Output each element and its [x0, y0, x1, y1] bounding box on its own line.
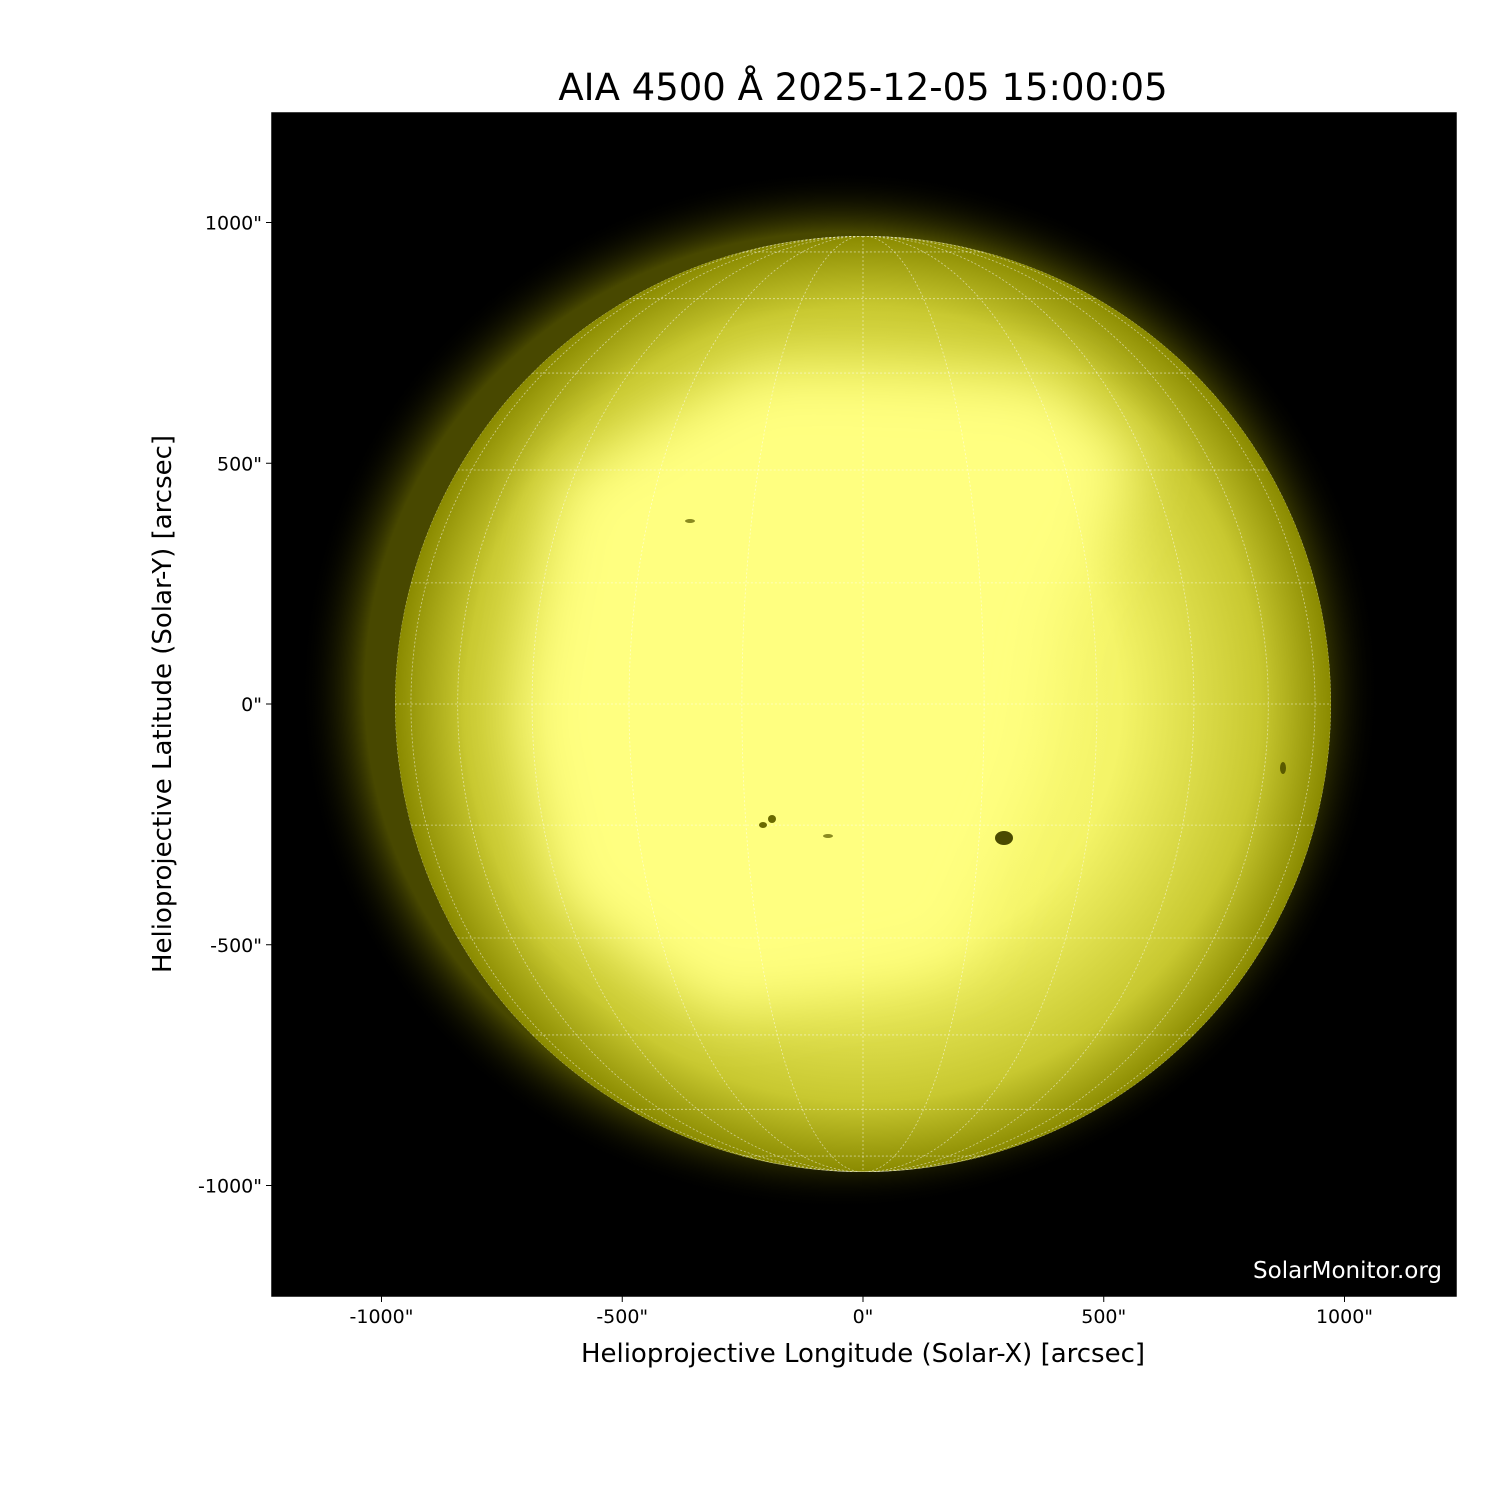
plot-title: AIA 4500 Å 2025-12-05 15:00:05	[558, 66, 1168, 109]
x-tick-label: -1000"	[350, 1306, 414, 1328]
heliographic-grid	[395, 236, 1331, 1172]
y-ticks: 1000" 500" 0" -500" -1000"	[198, 213, 272, 1198]
x-axis-label: Helioprojective Longitude (Solar-X) [arc…	[581, 1339, 1145, 1369]
longitude-line	[862, 236, 1316, 1172]
longitude-line	[741, 236, 864, 1172]
longitude-line	[862, 236, 1195, 1172]
y-tick-label: 0"	[241, 694, 262, 716]
x-tick-label: -500"	[596, 1306, 648, 1328]
longitude-line	[862, 236, 1269, 1172]
x-ticks: -1000" -500" 0" 500" 1000"	[350, 1296, 1373, 1328]
y-axis-label: Helioprojective Latitude (Solar-Y) [arcs…	[148, 435, 178, 973]
longitude-line	[862, 236, 1098, 1172]
y-tick-label: 500"	[217, 453, 262, 475]
longitude-line	[457, 236, 864, 1172]
longitude-line	[628, 236, 864, 1172]
longitude-line	[531, 236, 864, 1172]
longitude-line	[862, 236, 985, 1172]
x-tick-label: 500"	[1081, 1306, 1126, 1328]
x-tick-label: 1000"	[1316, 1306, 1373, 1328]
y-tick-label: 1000"	[205, 213, 262, 235]
watermark: SolarMonitor.org	[1253, 1258, 1442, 1284]
y-tick-label: -500"	[210, 935, 262, 957]
longitude-line	[410, 236, 864, 1172]
y-tick-label: -1000"	[198, 1176, 262, 1198]
sunspots	[685, 519, 1286, 845]
bright-region	[520, 370, 1140, 1010]
x-tick-label: 0"	[853, 1306, 874, 1328]
